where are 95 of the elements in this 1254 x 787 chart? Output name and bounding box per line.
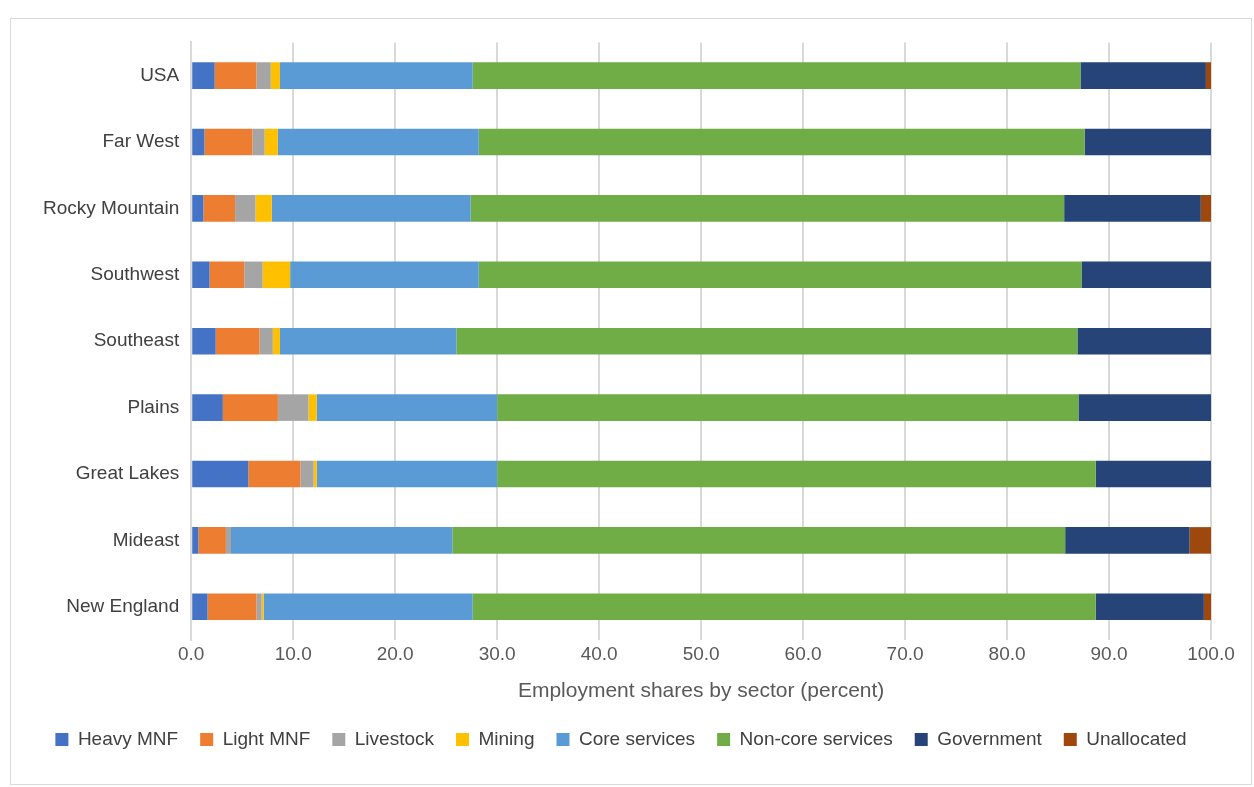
bar — [244, 261, 263, 289]
bar — [215, 327, 260, 355]
bar — [204, 128, 253, 156]
bar — [255, 195, 272, 222]
bar — [192, 327, 216, 355]
y-tick-label: Southeast — [93, 329, 180, 351]
bar — [261, 593, 264, 621]
bar — [214, 62, 257, 89]
bar — [192, 527, 199, 554]
y-tick-label: USA — [140, 63, 180, 85]
bar — [256, 62, 271, 89]
x-tick-label: 50.0 — [682, 642, 720, 664]
bar — [192, 261, 210, 289]
bar — [478, 261, 1082, 289]
bar — [1084, 128, 1211, 156]
x-axis-title: Employment shares by sector (percent) — [517, 678, 885, 702]
bar — [256, 593, 262, 621]
bar — [1080, 62, 1206, 89]
bar — [222, 394, 278, 421]
legend-label: Unallocated — [1086, 727, 1187, 749]
bar — [316, 394, 498, 421]
bar — [192, 593, 208, 621]
x-tick-label: 10.0 — [274, 642, 312, 664]
bar — [192, 128, 205, 156]
bar — [277, 394, 309, 421]
bar — [1203, 593, 1211, 621]
bar — [1064, 195, 1201, 222]
bar — [1077, 327, 1211, 355]
bar — [192, 460, 249, 488]
bar — [478, 128, 1085, 156]
bar — [290, 261, 479, 289]
legend-label: Light MNF — [222, 727, 311, 749]
bar — [198, 527, 226, 554]
bar — [1095, 460, 1211, 488]
bar — [231, 527, 453, 554]
bar — [277, 128, 479, 156]
bar — [252, 128, 265, 156]
bar — [300, 460, 314, 488]
bar — [248, 460, 301, 488]
bar — [263, 593, 473, 621]
bar — [272, 327, 280, 355]
bar — [470, 195, 1065, 222]
x-tick-label: 70.0 — [886, 642, 924, 664]
bar — [279, 62, 473, 89]
x-tick-label: 100.0 — [1187, 642, 1235, 664]
legend-label: Mining — [478, 727, 535, 749]
y-tick-label: Southwest — [90, 263, 180, 285]
bar — [192, 394, 223, 421]
y-tick-label: New England — [66, 595, 180, 617]
bar — [1078, 394, 1211, 421]
x-tick-label: 30.0 — [478, 642, 516, 664]
bar — [497, 394, 1079, 421]
bar — [1205, 62, 1211, 89]
legend-label: Core services — [578, 727, 696, 749]
bar — [1189, 527, 1211, 554]
bar — [270, 62, 280, 89]
x-tick-label: 90.0 — [1090, 642, 1128, 664]
x-tick-label: 20.0 — [376, 642, 414, 664]
x-tick-label: 0.0 — [178, 642, 205, 664]
bar — [192, 62, 215, 89]
bar — [209, 261, 245, 289]
y-tick-label: Mideast — [112, 528, 180, 550]
legend-label: Heavy MNF — [77, 727, 179, 749]
bar — [452, 527, 1066, 554]
legend-label: Livestock — [354, 727, 435, 749]
bar — [1200, 195, 1211, 222]
bar — [313, 460, 317, 488]
bar — [1065, 527, 1190, 554]
bar — [497, 460, 1096, 488]
y-tick-label: Far West — [102, 130, 180, 152]
bar — [472, 593, 1096, 621]
bar — [235, 195, 256, 222]
y-tick-label: Plains — [127, 395, 180, 417]
bar — [259, 327, 273, 355]
bar — [271, 195, 471, 222]
bar — [262, 261, 291, 289]
bar — [264, 128, 278, 156]
bar — [192, 195, 204, 222]
x-tick-label: 80.0 — [988, 642, 1026, 664]
bar — [1081, 261, 1211, 289]
bar — [207, 593, 257, 621]
y-tick-label: Rocky Mountain — [42, 196, 180, 218]
bar — [308, 394, 317, 421]
legend-label: Non-core services — [739, 727, 893, 749]
bar — [472, 62, 1081, 89]
bar — [316, 460, 498, 488]
legend-label: Government — [937, 727, 1043, 749]
bar — [1095, 593, 1204, 621]
y-tick-label: Great Lakes — [75, 462, 180, 484]
bar — [279, 327, 457, 355]
bar — [203, 195, 236, 222]
x-tick-label: 40.0 — [580, 642, 618, 664]
bar — [225, 527, 231, 554]
bar — [456, 327, 1078, 355]
x-tick-label: 60.0 — [784, 642, 822, 664]
